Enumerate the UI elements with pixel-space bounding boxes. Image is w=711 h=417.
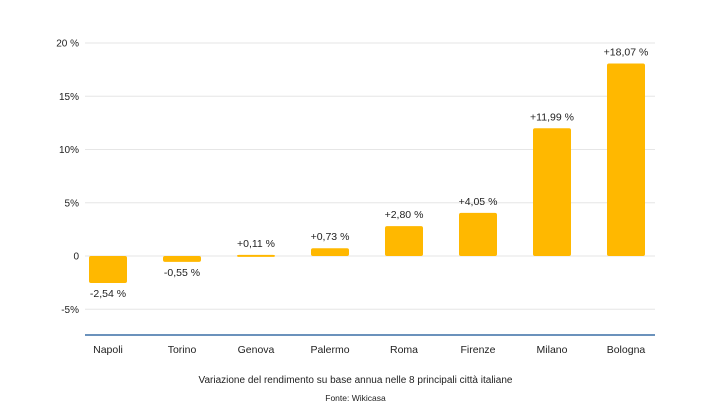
x-tick-label: Palermo xyxy=(310,344,349,356)
y-tick-label: 10% xyxy=(59,145,79,156)
y-tick-label: -5% xyxy=(61,305,79,316)
bars xyxy=(89,63,645,284)
x-tick-label: Napoli xyxy=(93,344,123,356)
x-tick-label: Milano xyxy=(537,344,568,356)
y-axis-tick-labels: 20 % 15% 10% 5% 0 -5% xyxy=(56,39,79,316)
bar xyxy=(237,254,275,257)
bar xyxy=(607,63,645,256)
x-tick-label: Roma xyxy=(390,344,418,356)
data-label: +11,99 % xyxy=(530,111,574,123)
data-label: +0,11 % xyxy=(237,238,275,250)
bar xyxy=(163,256,201,262)
data-label: +0,73 % xyxy=(311,231,350,243)
x-tick-label: Bologna xyxy=(607,344,646,356)
bar xyxy=(459,212,497,256)
chart-caption: Variazione del rendimento su base annua … xyxy=(198,375,513,386)
x-axis-tick-labels: Napoli Torino Genova Palermo Roma Firenze Mila… xyxy=(93,344,645,356)
x-tick-label: Firenze xyxy=(460,344,495,356)
bar xyxy=(311,248,349,256)
y-tick-label: 15% xyxy=(59,92,79,103)
data-label: -0,55 % xyxy=(164,267,200,279)
y-tick-label: 5% xyxy=(65,198,80,209)
y-tick-label: 20 % xyxy=(56,39,79,50)
data-label: -2,54 % xyxy=(90,288,126,300)
data-labels: -2,54 % -0,55 % +0,11 % +0,73 % +2,80 % +4,05… xyxy=(90,47,648,300)
data-label: +2,80 % xyxy=(385,209,424,221)
data-label: +18,07 % xyxy=(604,47,649,59)
y-tick-label: 0 xyxy=(73,252,79,263)
x-tick-label: Torino xyxy=(168,344,197,356)
bar xyxy=(89,256,127,284)
bar xyxy=(385,226,423,256)
bar xyxy=(533,128,571,256)
data-label: +4,05 % xyxy=(459,196,498,208)
chart-source: Fonte: Wikicasa xyxy=(325,393,386,403)
x-tick-label: Genova xyxy=(238,344,275,356)
